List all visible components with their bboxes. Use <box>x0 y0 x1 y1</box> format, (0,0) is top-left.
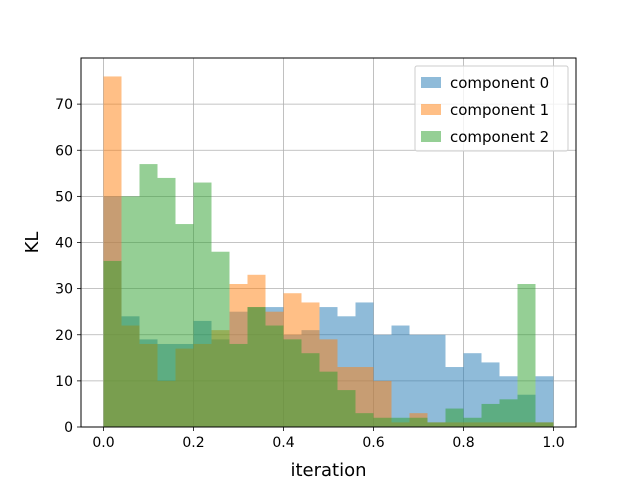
x-tick-label-0: 0.0 <box>92 435 114 451</box>
x-axis-label: iteration <box>290 460 366 480</box>
legend: component 0 component 1 component 2 <box>414 65 569 152</box>
bar-series-2-bin-7 <box>229 343 248 427</box>
bar-series-2-bin-22 <box>499 399 518 427</box>
y-tick-label-4: 40 <box>55 236 73 252</box>
bar-series-1-bin-14 <box>355 367 374 427</box>
bar-series-2-bin-4 <box>175 224 194 427</box>
bar-series-2-bin-8 <box>247 307 266 427</box>
legend-swatch-1 <box>421 104 441 115</box>
bar-series-2-bin-2 <box>139 164 158 427</box>
bar-series-2-bin-13 <box>337 390 356 427</box>
bar-series-2-bin-23 <box>517 284 536 427</box>
bar-series-2-bin-0 <box>103 260 122 427</box>
x-tick-label-3: 0.6 <box>362 435 384 451</box>
series-2 <box>103 164 554 427</box>
legend-label-1: component 1 <box>450 101 549 119</box>
bar-series-0-bin-17 <box>409 334 428 427</box>
y-axis-label: KL <box>22 232 43 254</box>
bar-series-2-bin-5 <box>193 182 212 427</box>
bar-series-2-bin-15 <box>373 417 392 427</box>
y-tick-label-0: 0 <box>64 420 73 436</box>
y-tick-label-5: 50 <box>55 189 73 205</box>
legend-swatch-0 <box>421 77 441 88</box>
bar-series-2-bin-16 <box>391 417 410 427</box>
bar-series-1-bin-15 <box>373 380 392 427</box>
y-tick-label-2: 20 <box>55 328 73 344</box>
legend-swatch-2 <box>421 131 441 142</box>
bar-series-2-bin-12 <box>319 371 338 427</box>
bar-series-0-bin-16 <box>391 325 410 427</box>
x-tick-label-5: 1.0 <box>542 435 564 451</box>
y-tick-label-6: 60 <box>55 143 73 159</box>
y-axis-ticks: 0 10 20 30 40 50 60 70 <box>55 97 81 436</box>
legend-label-0: component 0 <box>450 74 549 92</box>
bar-series-0-bin-18 <box>427 334 446 427</box>
bar-series-2-bin-20 <box>463 417 482 427</box>
bar-series-2-bin-10 <box>283 339 302 427</box>
bar-series-2-bin-24 <box>535 422 554 427</box>
bar-series-2-bin-14 <box>355 413 374 427</box>
y-tick-label-7: 70 <box>55 97 73 113</box>
bar-series-2-bin-11 <box>301 353 320 427</box>
legend-box <box>414 65 569 152</box>
x-tick-label-2: 0.4 <box>272 435 294 451</box>
bar-series-2-bin-1 <box>121 196 140 427</box>
bar-series-2-bin-9 <box>265 325 284 427</box>
bar-series-2-bin-19 <box>445 408 464 427</box>
y-tick-label-1: 10 <box>55 374 73 390</box>
bar-series-0-bin-20 <box>463 353 482 427</box>
bar-series-2-bin-18 <box>427 422 446 427</box>
legend-label-2: component 2 <box>450 128 549 146</box>
x-axis-ticks: 0.0 0.2 0.4 0.6 0.8 1.0 <box>92 427 565 451</box>
y-tick-label-3: 30 <box>55 282 73 298</box>
bar-series-2-bin-3 <box>157 177 176 427</box>
x-tick-label-1: 0.2 <box>182 435 204 451</box>
bar-series-2-bin-21 <box>481 403 500 427</box>
x-tick-label-4: 0.8 <box>452 435 474 451</box>
bar-series-0-bin-24 <box>535 376 554 427</box>
bar-series-2-bin-6 <box>211 251 230 427</box>
bars-layer <box>103 76 554 427</box>
bar-series-2-bin-17 <box>409 417 428 427</box>
